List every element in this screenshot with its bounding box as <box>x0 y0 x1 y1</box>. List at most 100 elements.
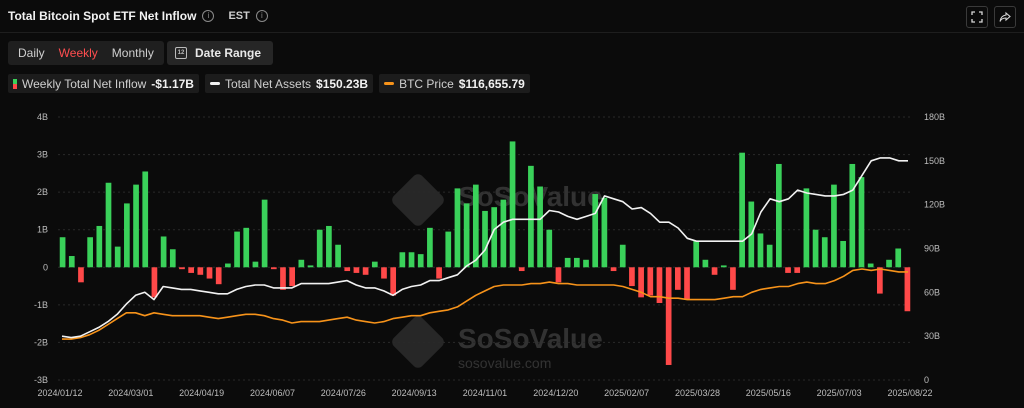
inflow-bar <box>674 267 681 290</box>
inflow-bar <box>114 246 121 268</box>
inflow-bar <box>904 267 911 312</box>
inflow-bar <box>610 267 617 272</box>
inflow-bar <box>619 244 626 268</box>
inflow-bar <box>399 252 406 268</box>
inflow-bar <box>105 182 112 268</box>
inflow-bar <box>573 257 580 268</box>
x-tick-label: 2024/09/13 <box>392 388 437 398</box>
inflow-bar <box>252 261 259 268</box>
legend-inflow-value: -$1.17B <box>151 76 194 91</box>
inflow-bar <box>472 184 479 268</box>
date-range-label: Date Range <box>195 46 262 60</box>
left-tick-label: 0 <box>43 262 48 272</box>
tab-weekly[interactable]: Weekly <box>58 46 98 60</box>
top-actions <box>966 6 1016 28</box>
x-tick-label: 2025/07/03 <box>817 388 862 398</box>
watermark-logo <box>392 174 444 226</box>
inflow-bar <box>840 240 846 268</box>
x-tick-label: 2025/02/07 <box>604 388 649 398</box>
inflow-bar <box>555 267 562 283</box>
left-tick-label: -3B <box>34 375 48 385</box>
tab-daily[interactable]: Daily <box>18 46 45 60</box>
inflow-bar <box>684 267 690 300</box>
btc-price-line <box>62 268 908 340</box>
page-title: Total Bitcoin Spot ETF Net Inflow <box>8 9 197 23</box>
inflow-bar <box>766 244 773 268</box>
inflow-bar <box>592 194 599 268</box>
inflow-bar <box>537 186 543 268</box>
inflow-bar <box>812 229 819 268</box>
right-tick-label: 150B <box>924 156 945 166</box>
assets-swatch <box>209 82 220 85</box>
inflow-bar <box>362 267 369 275</box>
inflow-bar <box>849 163 856 268</box>
inflow-bar <box>564 257 571 268</box>
legend-assets[interactable]: Total Net Assets $150.23B <box>204 74 374 93</box>
inflow-bar <box>858 177 865 268</box>
inflow-bar <box>601 197 608 268</box>
inflow-bars <box>59 141 911 365</box>
legend-inflow-label: Weekly Total Net Inflow <box>22 76 147 91</box>
timezone-info-icon[interactable]: i <box>255 10 268 22</box>
inflow-bar <box>344 267 351 272</box>
info-icon[interactable]: i <box>202 10 215 22</box>
right-tick-label: 90B <box>924 244 940 254</box>
total-net-assets-line <box>61 157 908 339</box>
legend-inflow[interactable]: Weekly Total Net Inflow -$1.17B <box>8 74 199 93</box>
inflow-bar <box>169 249 176 268</box>
legend-assets-label: Total Net Assets <box>224 76 312 91</box>
inflow-bar <box>280 267 286 290</box>
inflow-bar <box>142 171 149 268</box>
axis-ticks: 4B 3B 2B 1B 0 -1B -2B -3B 180B 150B 120B 90B 60B 30B 0… <box>34 112 945 398</box>
inflow-bar <box>87 237 93 268</box>
inflow-bar <box>326 225 332 268</box>
inflow-bar <box>270 267 277 270</box>
inflow-bar <box>776 163 782 268</box>
inflow-bar <box>243 227 250 268</box>
inflow-bar <box>307 265 314 268</box>
share-icon[interactable] <box>994 6 1016 28</box>
inflow-bar <box>454 188 461 268</box>
x-tick-label: 2025/08/22 <box>887 388 932 398</box>
period-tabs: Daily Weekly Monthly <box>8 41 164 65</box>
inflow-bar <box>720 265 727 268</box>
left-tick-label: 4B <box>37 112 48 122</box>
tab-monthly[interactable]: Monthly <box>111 46 154 60</box>
inflow-bar <box>96 225 103 268</box>
x-tick-label: 2024/07/26 <box>321 388 366 398</box>
x-tick-label: 2024/03/01 <box>108 388 153 398</box>
inflow-bar <box>665 267 672 365</box>
right-tick-label: 30B <box>924 331 940 341</box>
inflow-bar <box>730 267 736 290</box>
inflow-bar <box>546 229 553 268</box>
inflow-bar <box>417 254 424 268</box>
inflow-bar <box>482 210 488 268</box>
inflow-bar <box>702 259 709 268</box>
inflow-bar <box>739 152 745 268</box>
inflow-bar <box>518 267 525 272</box>
inflow-bar <box>509 141 516 268</box>
inflow-bar <box>353 267 360 273</box>
right-tick-label: 180B <box>924 112 945 122</box>
left-tick-label: -2B <box>34 337 48 347</box>
inflow-bar <box>656 267 663 303</box>
inflow-bar <box>436 267 442 279</box>
right-tick-label: 120B <box>924 200 945 210</box>
inflow-bar <box>298 259 305 268</box>
inflow-bar <box>371 261 378 268</box>
inflow-bar <box>427 227 433 268</box>
inflow-bar <box>831 184 837 268</box>
inflow-bar <box>390 267 397 296</box>
inflow-bar <box>445 231 452 268</box>
inflow-bar <box>381 267 387 279</box>
date-range-button[interactable]: 12 Date Range <box>167 41 273 65</box>
inflow-bar <box>877 267 883 294</box>
inflow-bar <box>225 263 231 268</box>
inflow-bar <box>785 267 791 273</box>
legend-btc[interactable]: BTC Price $116,655.79 <box>379 74 530 93</box>
fullscreen-icon[interactable] <box>966 6 988 28</box>
inflow-bar <box>867 263 874 268</box>
inflow-bar <box>491 207 498 268</box>
inflow-bar <box>197 267 204 275</box>
